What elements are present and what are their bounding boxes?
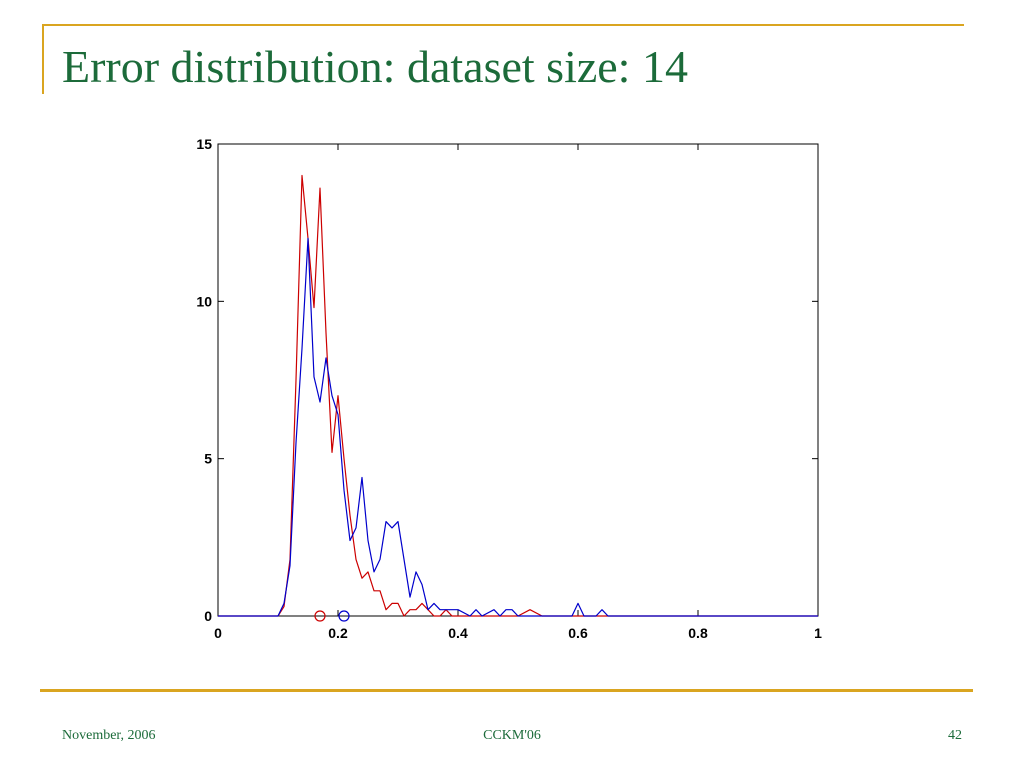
series-line-2 (218, 237, 818, 617)
marker-circle-2 (338, 610, 350, 622)
x-tick-label: 0.4 (448, 625, 468, 641)
slide-title: Error distribution: dataset size: 14 (62, 41, 688, 92)
series-line-1 (218, 174, 818, 617)
x-tick-label: 0 (214, 625, 222, 641)
x-tick-label: 1 (814, 625, 822, 641)
y-tick-label: 10 (196, 293, 212, 309)
frame-left-line (42, 24, 44, 94)
footer-line (40, 689, 973, 692)
footer-conference: CCKM'06 (483, 728, 541, 743)
x-tick-label: 0.6 (568, 625, 588, 641)
marker-circle-1 (314, 610, 326, 622)
x-tick-label: 0.8 (688, 625, 708, 641)
y-tick-label: 5 (204, 451, 212, 467)
plot-area-frame (217, 143, 819, 617)
y-tick-label: 15 (196, 136, 212, 152)
footer-page-number: 42 (948, 728, 962, 743)
y-tick-label: 0 (204, 608, 212, 624)
footer-date: November, 2006 (62, 728, 156, 743)
frame-top-line (42, 24, 964, 26)
x-tick-label: 0.2 (328, 625, 348, 641)
